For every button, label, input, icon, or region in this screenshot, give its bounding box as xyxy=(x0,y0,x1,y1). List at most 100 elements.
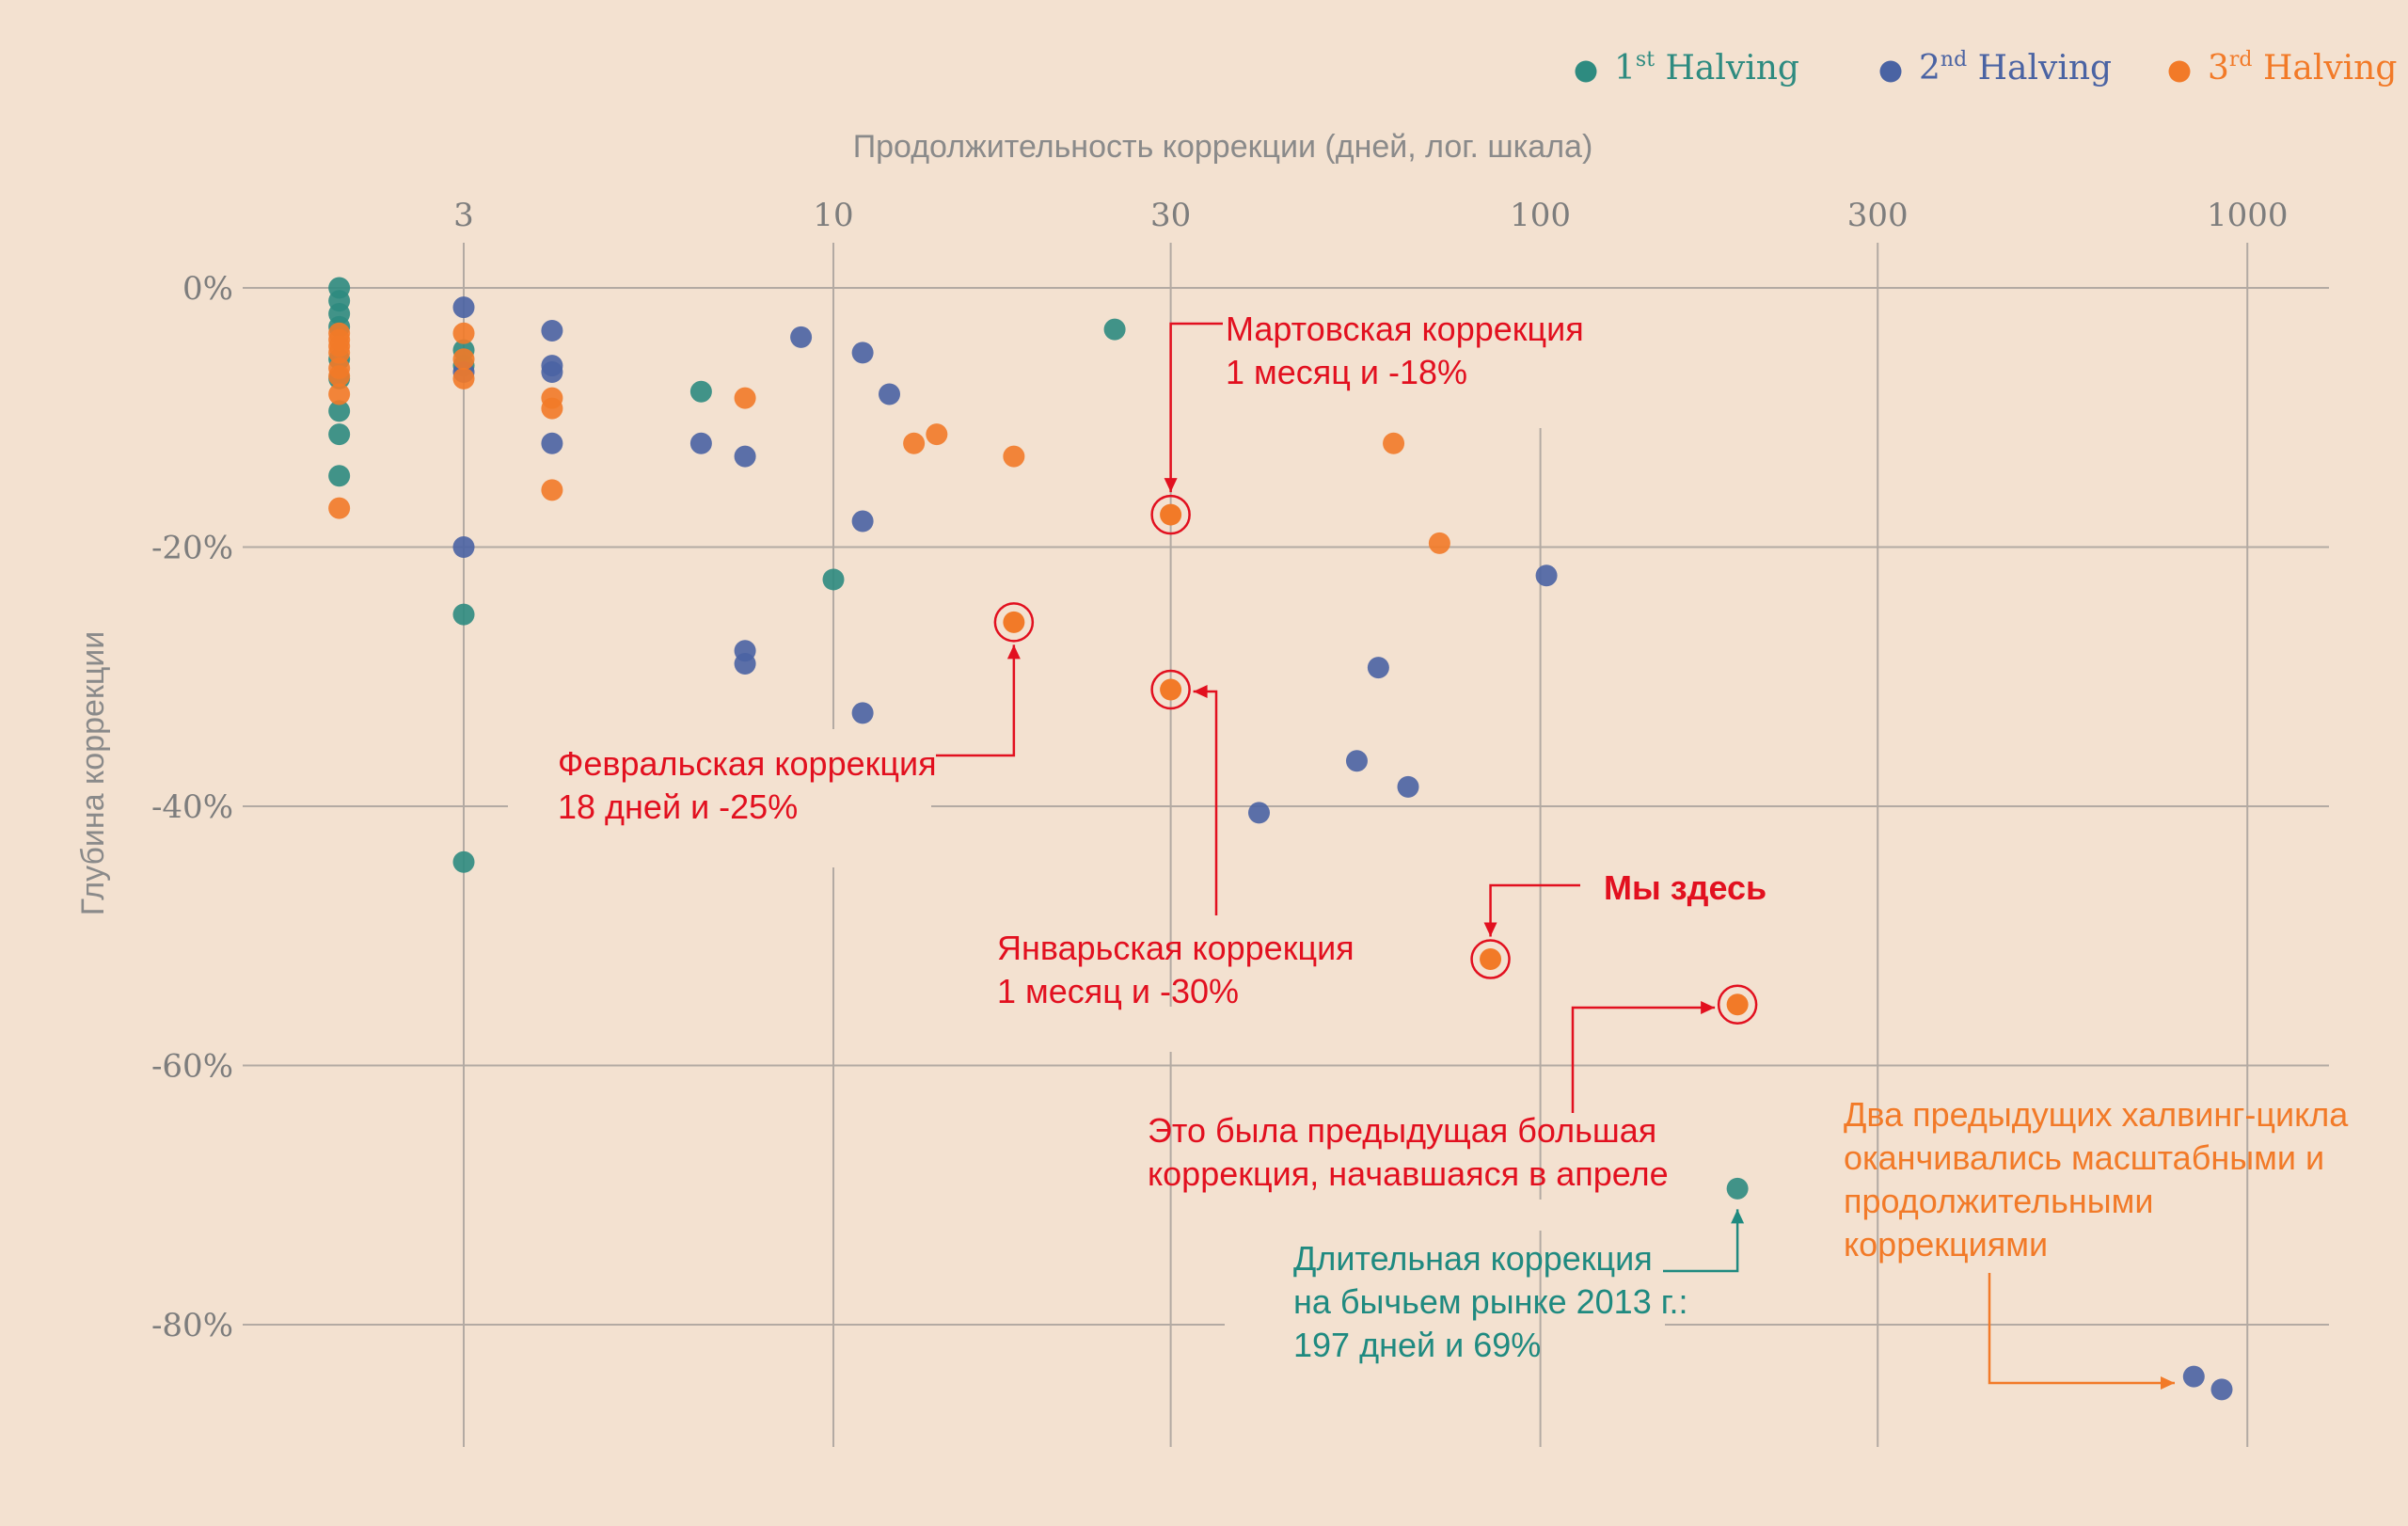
annotation-february-line: Февральская коррекция xyxy=(558,744,937,783)
data-point-series-2 xyxy=(851,342,874,364)
march-arrow-line xyxy=(1169,322,1223,493)
previous-arrow-head xyxy=(1701,1001,1716,1014)
previous-big-correction-point xyxy=(1726,993,1749,1016)
february-arrow-line xyxy=(936,644,1016,757)
data-point-series-3 xyxy=(452,367,475,389)
annotation-february-line: 18 дней и -25% xyxy=(558,787,798,826)
highlight-rings xyxy=(993,494,1758,1025)
data-point-series-3 xyxy=(328,365,351,388)
january-correction-ring xyxy=(1150,669,1191,710)
annotation-january-line: Январьская коррекция xyxy=(997,929,1354,967)
data-point-series-2 xyxy=(1535,564,1558,587)
legend-label-1: 1st Halving xyxy=(1614,48,1799,87)
here-arrow-head xyxy=(1483,922,1497,937)
annotation-long2013-line: на бычьем рынке 2013 г.: xyxy=(1293,1282,1687,1321)
x-axis-title: Продолжительность коррекции (дней, лог. … xyxy=(853,129,1593,165)
annotation-two_cycles-line: продолжительными xyxy=(1844,1182,2153,1220)
february-correction-point xyxy=(1003,611,1025,633)
data-point-series-3 xyxy=(452,322,475,344)
data-point-series-2 xyxy=(734,652,756,675)
axes: 0% -20% -40% -60% -80% 3 10 30 100 300 1000 xyxy=(151,197,2289,1344)
data-point-series-3 xyxy=(541,397,563,420)
february-correction-ring xyxy=(993,602,1035,643)
x-tick-label: 10 xyxy=(813,197,853,234)
data-point-series-3 xyxy=(328,383,351,405)
y-axis-title: Глубина коррекции xyxy=(75,631,111,916)
january-correction-point xyxy=(1160,678,1182,701)
march-arrow-head xyxy=(1164,478,1178,493)
data-point-series-2 xyxy=(851,510,874,533)
data-points xyxy=(328,277,2233,1401)
data-point-series-3 xyxy=(734,387,756,409)
y-tick-label: -60% xyxy=(151,1048,233,1086)
data-point-series-2 xyxy=(1367,657,1389,679)
annotation-two_cycles-line: оканчивались масштабными и xyxy=(1844,1138,2324,1177)
data-point-series-2 xyxy=(541,361,563,384)
x-tick-label: 300 xyxy=(1847,197,1909,234)
annotation-previous-line: Это была предыдущая большая xyxy=(1148,1111,1656,1150)
two-cycles-arrow-line xyxy=(1988,1273,2175,1385)
data-point-series-1 xyxy=(1103,318,1126,341)
here-arrow-line xyxy=(1489,883,1580,937)
data-point-series-2 xyxy=(790,326,813,348)
annotation-here-line: Мы здесь xyxy=(1604,868,1766,907)
data-point-series-3 xyxy=(328,342,351,364)
data-point-series-1 xyxy=(328,400,351,422)
annotation-arrows xyxy=(936,322,2175,1390)
data-point-series-1 xyxy=(328,465,351,487)
x-tick-label: 30 xyxy=(1150,197,1191,234)
data-point-series-2 xyxy=(1248,802,1271,824)
x-tick-label: 1000 xyxy=(2207,197,2289,234)
data-point-series-1 xyxy=(822,568,845,591)
previous-arrow-line xyxy=(1571,1006,1716,1113)
we-are-here-point xyxy=(1480,948,1502,971)
legend-label-2: 2nd Halving xyxy=(1919,48,2112,87)
data-point-series-2 xyxy=(452,536,475,558)
data-point-series-2 xyxy=(2210,1378,2233,1401)
legend-label-3: 3rd Halving xyxy=(2208,48,2397,87)
grid xyxy=(243,243,2329,1447)
data-point-series-1 xyxy=(452,850,475,873)
annotation-long2013-line: Длительная коррекция xyxy=(1293,1239,1653,1278)
data-point-series-1 xyxy=(328,423,351,446)
data-point-series-2 xyxy=(1345,750,1368,772)
we-are-here-ring xyxy=(1470,939,1511,979)
annotation-two_cycles-line: Два предыдущих халвинг-цикла xyxy=(1844,1095,2349,1134)
y-tick-label: -20% xyxy=(151,530,233,567)
data-point-series-2 xyxy=(1397,775,1419,798)
data-point-series-3 xyxy=(1003,445,1025,468)
data-point-series-2 xyxy=(689,432,712,454)
data-point-series-1 xyxy=(689,380,712,403)
data-point-series-3 xyxy=(1383,432,1405,454)
data-point-series-3 xyxy=(926,423,948,446)
x-tick-label: 100 xyxy=(1510,197,1571,234)
data-point-series-3 xyxy=(328,497,351,519)
february-arrow-head xyxy=(1006,644,1021,660)
long2013-arrow-line xyxy=(1663,1209,1739,1273)
legend: 1st Halving 2nd Halving 3rd Halving xyxy=(1575,48,2397,87)
data-point-series-1 xyxy=(1726,1177,1749,1200)
annotation-january-line: 1 месяц и -30% xyxy=(997,972,1239,1010)
y-tick-label: -40% xyxy=(151,788,233,826)
data-point-series-3 xyxy=(1428,532,1450,554)
annotation-march-line: Мартовская коррекция xyxy=(1226,310,1584,348)
data-point-series-2 xyxy=(541,432,563,454)
annotation-two_cycles-line: коррекциями xyxy=(1844,1225,2048,1264)
previous-big-correction-ring xyxy=(1717,984,1758,1025)
data-point-series-2 xyxy=(452,296,475,319)
y-tick-label: -80% xyxy=(151,1307,233,1344)
data-point-series-2 xyxy=(851,702,874,724)
march-correction-point xyxy=(1160,503,1182,526)
data-point-series-1 xyxy=(452,603,475,626)
legend-marker-1 xyxy=(1575,60,1597,83)
data-point-series-2 xyxy=(879,383,901,405)
data-point-series-2 xyxy=(541,319,563,342)
january-arrow-head xyxy=(1193,685,1208,698)
data-point-series-3 xyxy=(452,348,475,371)
annotation-march-line: 1 месяц и -18% xyxy=(1226,353,1467,391)
annotation-long2013-line: 197 дней и 69% xyxy=(1293,1326,1541,1364)
long2013-arrow-head xyxy=(1731,1209,1745,1224)
legend-marker-3 xyxy=(2168,60,2191,83)
january-arrow-line xyxy=(1193,690,1218,915)
